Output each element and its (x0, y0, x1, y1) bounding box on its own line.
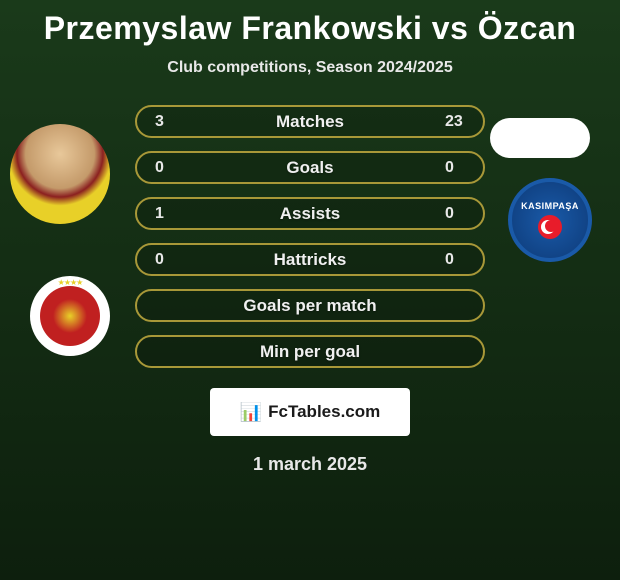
stat-label: Min per goal (175, 342, 445, 362)
stat-row: Min per goal (135, 335, 485, 368)
club1-stars-icon: ★★★★ (58, 278, 83, 287)
player1-club-badge: ★★★★ (30, 276, 110, 356)
comparison-subtitle: Club competitions, Season 2024/2025 (167, 59, 452, 77)
comparison-title: Przemyslaw Frankowski vs Özcan (44, 10, 577, 47)
stat-value-left: 0 (155, 251, 175, 269)
turkey-flag-icon (538, 215, 562, 239)
player1-avatar (10, 124, 110, 224)
stats-list: 3 Matches 23 0 Goals 0 1 Assists 0 0 Hat… (135, 105, 485, 368)
stat-value-right: 0 (445, 205, 465, 223)
stat-row: 0 Goals 0 (135, 151, 485, 184)
club2-name: KASIMPAŞA (521, 201, 579, 211)
stat-value-left: 0 (155, 159, 175, 177)
comparison-date: 1 march 2025 (253, 454, 367, 475)
player2-avatar (490, 118, 590, 158)
stat-row: Goals per match (135, 289, 485, 322)
stat-value-right: 0 (445, 159, 465, 177)
stat-label: Assists (175, 204, 445, 224)
player2-club-badge: KASIMPAŞA (508, 178, 592, 262)
watermark-text: FcTables.com (268, 402, 380, 422)
stat-row: 0 Hattricks 0 (135, 243, 485, 276)
stat-value-left: 3 (155, 113, 175, 131)
stat-row: 3 Matches 23 (135, 105, 485, 138)
stat-label: Matches (175, 112, 445, 132)
stat-label: Goals per match (175, 296, 445, 316)
stat-row: 1 Assists 0 (135, 197, 485, 230)
stat-value-left: 1 (155, 205, 175, 223)
chart-icon: 📊 (240, 402, 262, 423)
stat-value-right: 0 (445, 251, 465, 269)
stat-value-right: 23 (445, 113, 465, 131)
stat-label: Goals (175, 158, 445, 178)
watermark-badge: 📊 FcTables.com (210, 388, 410, 436)
stat-label: Hattricks (175, 250, 445, 270)
